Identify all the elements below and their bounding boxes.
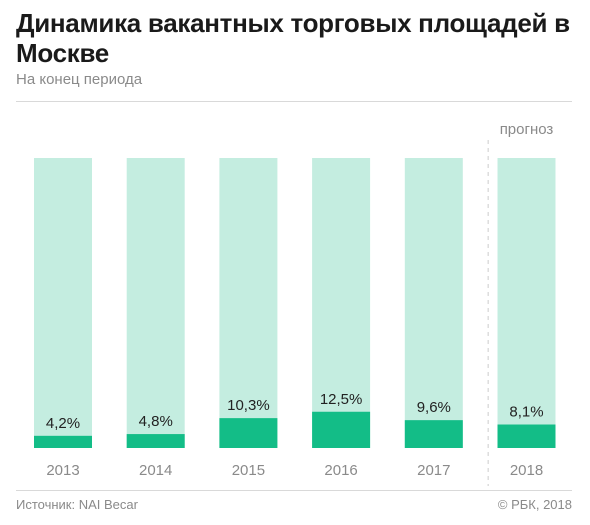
value-label-2014: 4,8% xyxy=(139,413,173,430)
bar-group-2017: 9,6% 2017 xyxy=(404,158,463,479)
bar-background-2015 xyxy=(219,158,278,448)
x-tick-label-2014: 2014 xyxy=(139,462,172,479)
bar-2013 xyxy=(34,435,92,448)
copyright-note: © РБК, 2018 xyxy=(497,497,572,512)
value-label-2015: 10,3% xyxy=(227,397,270,414)
x-tick-label-2017: 2017 xyxy=(417,462,450,479)
x-tick-label-2013: 2013 xyxy=(46,462,79,479)
forecast-label: прогноз xyxy=(500,121,554,138)
bar-group-2013: 4,2% 2013 xyxy=(34,158,92,479)
bar-background-2017 xyxy=(404,158,463,448)
bar-group-2014: 4,8% 2014 xyxy=(126,158,185,479)
bar-2017 xyxy=(404,420,463,448)
value-label-2017: 9,6% xyxy=(417,399,451,416)
top-divider xyxy=(16,101,572,102)
bar-2018 xyxy=(497,424,556,448)
bar-background-2016 xyxy=(312,158,371,448)
bar-group-2018: 8,1% 2018 xyxy=(497,158,556,479)
bar-background-2014 xyxy=(126,158,185,448)
source-note: Источник: NAI Becar xyxy=(16,497,138,512)
bar-background-2018 xyxy=(497,158,556,448)
chart-title: Динамика вакантных торговых площадей в М… xyxy=(16,8,570,68)
x-tick-label-2016: 2016 xyxy=(324,462,357,479)
bar-group-2016: 12,5% 2016 xyxy=(312,158,371,479)
bar-2015 xyxy=(219,418,278,448)
bar-2014 xyxy=(126,434,185,448)
value-label-2013: 4,2% xyxy=(46,415,80,432)
bottom-divider xyxy=(16,490,572,491)
x-tick-label-2015: 2015 xyxy=(232,462,265,479)
bar-group-2015: 10,3% 2015 xyxy=(219,158,278,479)
bar-chart: 4,2% 2013 4,8% 2014 10,3% 2015 12,5% 2016 9,6% 20… xyxy=(34,121,556,486)
chart-subtitle: На конец периода xyxy=(16,71,143,88)
x-tick-label-2018: 2018 xyxy=(510,462,543,479)
bar-2016 xyxy=(312,411,371,448)
bar-background-2013 xyxy=(34,158,92,448)
value-label-2018: 8,1% xyxy=(509,404,543,421)
value-label-2016: 12,5% xyxy=(320,391,363,408)
